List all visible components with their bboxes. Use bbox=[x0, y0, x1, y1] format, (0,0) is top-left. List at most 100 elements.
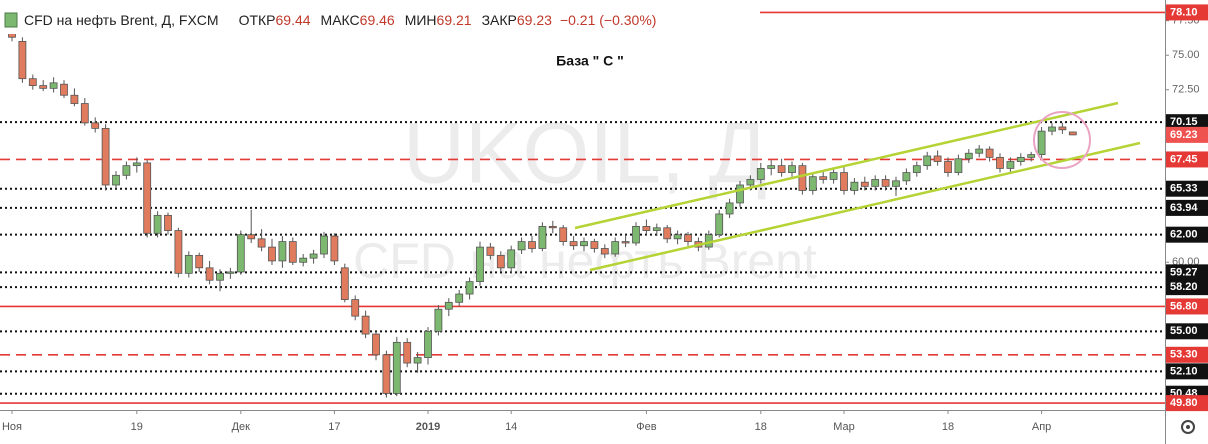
candle-body bbox=[944, 161, 952, 173]
candle-body bbox=[611, 241, 620, 255]
candle-body bbox=[413, 357, 422, 364]
level-label: 70.15 bbox=[1170, 116, 1198, 128]
candle-body bbox=[80, 103, 89, 124]
y-tick-label: 75.00 bbox=[1172, 49, 1200, 61]
candle-body bbox=[725, 202, 734, 215]
x-tick-label: 14 bbox=[505, 421, 517, 433]
settings-gear[interactable] bbox=[1181, 420, 1195, 434]
header: CFD на нефть Brent, Д, FXCM ОТКР69.44 МАКС… bbox=[24, 12, 656, 28]
candle-body bbox=[278, 241, 287, 262]
candle-body bbox=[340, 267, 349, 300]
candle-body bbox=[673, 234, 682, 240]
candle-body bbox=[663, 227, 672, 240]
candle-body bbox=[174, 230, 183, 274]
candle-body bbox=[299, 257, 308, 263]
candle-body bbox=[153, 214, 162, 234]
candle-body bbox=[975, 148, 984, 154]
x-tick-label: Апр bbox=[1032, 421, 1051, 433]
candle-body bbox=[455, 293, 464, 303]
level-label-bg bbox=[1166, 346, 1208, 363]
candle-body bbox=[850, 181, 859, 191]
candle-body bbox=[486, 246, 495, 256]
candle-body bbox=[912, 165, 921, 173]
level-label: 56.80 bbox=[1170, 300, 1198, 312]
level-label-bg bbox=[1166, 151, 1208, 168]
candle-body bbox=[320, 235, 328, 255]
candle-body bbox=[444, 301, 453, 310]
candle-body bbox=[860, 181, 869, 187]
candle-body bbox=[257, 238, 266, 248]
candle-body bbox=[434, 308, 443, 332]
candle-body bbox=[309, 253, 318, 259]
settings-icon[interactable] bbox=[1181, 420, 1195, 434]
stat-label: МАКС bbox=[321, 12, 360, 28]
stat-label: ОТКР bbox=[239, 12, 276, 28]
level-label: 67.45 bbox=[1170, 153, 1198, 165]
settings-gear-center bbox=[1186, 425, 1190, 429]
level-label-bg bbox=[1166, 323, 1208, 340]
candle-body bbox=[819, 176, 828, 180]
level-label-bg bbox=[1166, 180, 1208, 197]
level-label: 58.20 bbox=[1170, 281, 1198, 293]
candle-body bbox=[288, 241, 297, 263]
candle-body bbox=[569, 241, 578, 247]
candle-body bbox=[143, 162, 152, 234]
candle-body bbox=[871, 179, 880, 187]
candle-body bbox=[39, 85, 48, 89]
candle-body bbox=[205, 267, 214, 281]
candle-body bbox=[923, 155, 932, 167]
annotation: База " С " bbox=[556, 53, 624, 69]
candle-body bbox=[268, 246, 276, 262]
candle-body bbox=[236, 234, 245, 273]
channel-upper bbox=[574, 101, 1119, 230]
x-tick-label: 19 bbox=[131, 421, 143, 433]
level-label: 52.10 bbox=[1170, 365, 1198, 377]
candle-body bbox=[351, 299, 360, 317]
level-label-bg bbox=[1166, 363, 1208, 380]
candle-body bbox=[216, 272, 224, 281]
level-label-bg bbox=[1166, 298, 1208, 315]
x-tick-label: Ноя bbox=[2, 421, 22, 433]
header-title: CFD на нефть Brent, Д, FXCM bbox=[24, 12, 219, 28]
change: −0.21 (−0.30%) bbox=[560, 12, 657, 28]
candle-body bbox=[226, 271, 235, 274]
candle-body bbox=[964, 152, 973, 160]
candle-body bbox=[767, 165, 776, 169]
candle-body bbox=[829, 172, 838, 180]
candle-body bbox=[1048, 126, 1056, 132]
level-label: 62.00 bbox=[1170, 229, 1198, 241]
candle-body bbox=[756, 168, 765, 180]
level-label: 59.27 bbox=[1170, 266, 1198, 278]
watermark-symbol: UKOIL, Д bbox=[403, 106, 767, 202]
candle-body bbox=[91, 122, 100, 129]
candle-body bbox=[746, 179, 755, 186]
level-label-bg bbox=[1166, 226, 1208, 243]
level-label: 49.80 bbox=[1170, 397, 1198, 409]
stat-label: ЗАКР bbox=[482, 12, 517, 28]
candle-body bbox=[715, 213, 724, 236]
candle-body bbox=[559, 227, 568, 242]
candle-body bbox=[881, 179, 890, 187]
candle-body bbox=[590, 241, 599, 249]
level-label: 55.00 bbox=[1170, 325, 1198, 337]
level-label: 63.94 bbox=[1170, 202, 1198, 214]
candle-body bbox=[476, 246, 484, 283]
candle-body bbox=[652, 227, 661, 231]
x-tick-label: Дек bbox=[232, 421, 251, 433]
level-label: 78.10 bbox=[1170, 6, 1198, 18]
last-price-label: 69.23 bbox=[1170, 129, 1198, 141]
level-label: 53.30 bbox=[1170, 349, 1198, 361]
candle-body bbox=[496, 254, 505, 269]
x-tick-label: Мар bbox=[833, 421, 855, 433]
candle-body bbox=[424, 330, 432, 358]
stat-value: 69.21 bbox=[437, 12, 472, 28]
candle-body bbox=[49, 82, 58, 89]
candle-body bbox=[902, 172, 911, 182]
candle-body bbox=[361, 315, 370, 335]
candle-body bbox=[392, 341, 401, 394]
candle-body bbox=[247, 234, 256, 240]
x-tick-label: Фев bbox=[636, 421, 656, 433]
candle-body bbox=[621, 241, 630, 244]
candle-body bbox=[122, 165, 131, 176]
